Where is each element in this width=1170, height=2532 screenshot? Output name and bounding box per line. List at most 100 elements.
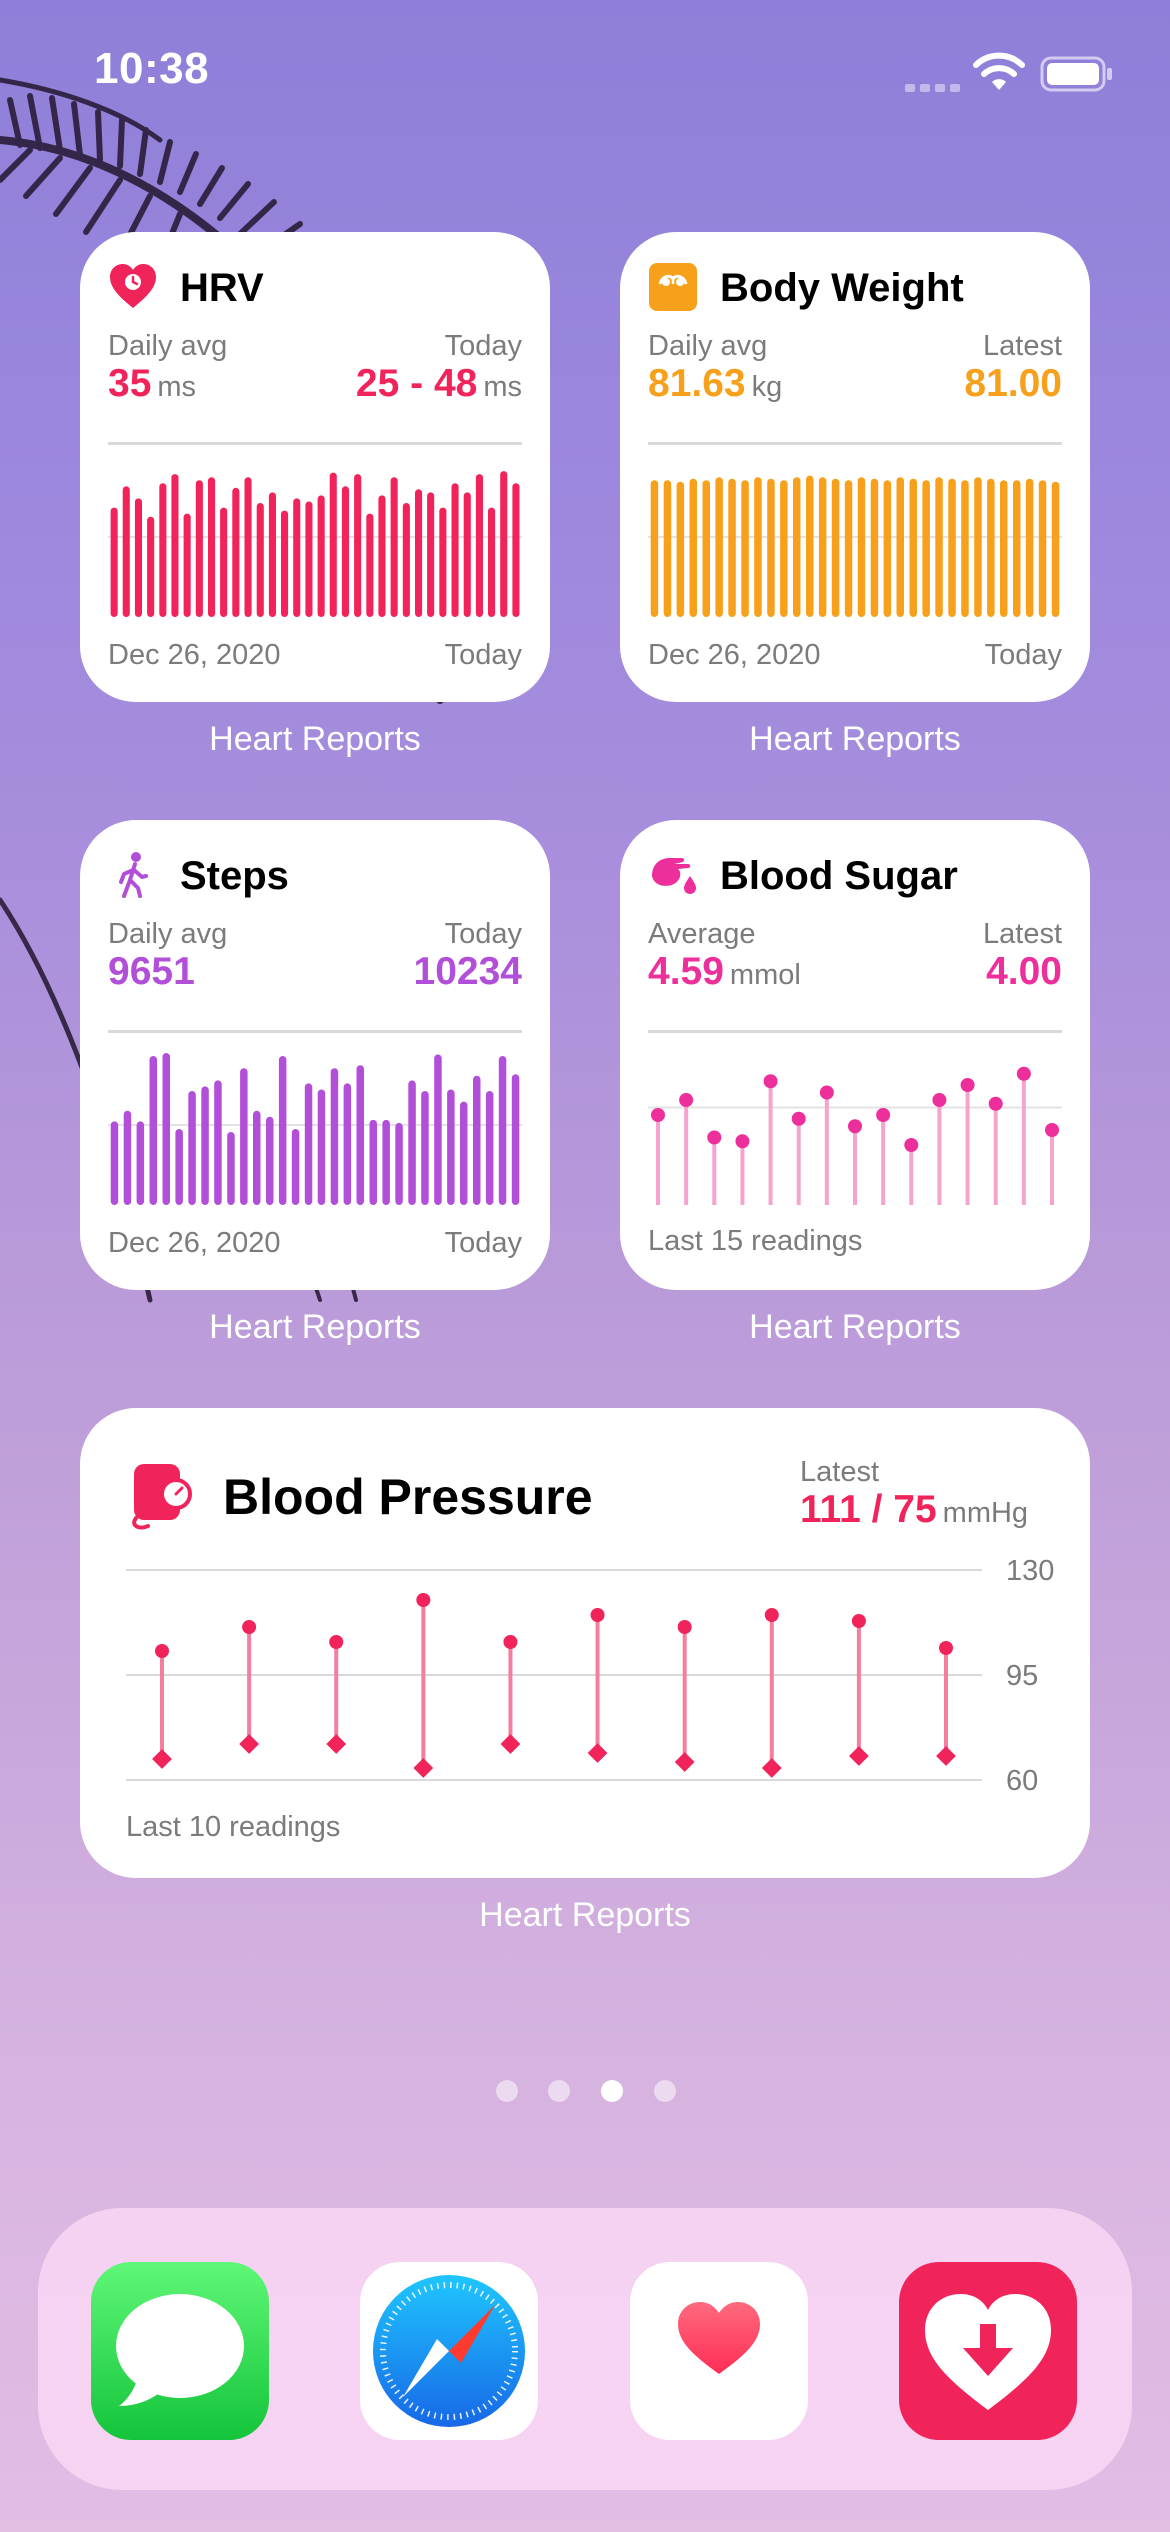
bar	[987, 478, 995, 617]
page-dot[interactable]	[496, 2080, 518, 2102]
diastolic-point	[326, 1734, 347, 1754]
diastolic-point	[761, 1758, 782, 1778]
page-dot-current[interactable]	[601, 2080, 623, 2102]
widget-title: HRV	[180, 266, 264, 310]
bar	[511, 1074, 520, 1205]
daily-avg-value: 81.63 kg	[648, 362, 783, 405]
bar	[427, 492, 435, 617]
status-bar: 10:38	[0, 0, 1170, 140]
bar	[485, 1091, 494, 1205]
bar	[227, 1132, 235, 1205]
average-value: 4.59 mmol	[648, 950, 801, 993]
latest-label: Latest	[983, 918, 1062, 950]
blood-sugar-widget[interactable]: Blood Sugar Average Latest 4.59 mmol 4.00…	[620, 820, 1090, 1290]
bar	[883, 480, 892, 617]
cellular-signal-icon	[905, 84, 960, 92]
reading-point	[1045, 1123, 1059, 1137]
widget-caption: Heart Reports	[479, 1896, 691, 1934]
start-date: Dec 26, 2020	[108, 1227, 281, 1259]
today-value: 25 - 48 ms	[355, 362, 522, 405]
page-dot[interactable]	[654, 2080, 676, 2102]
hrv-widget[interactable]: HRV Daily avg Today 35 ms 25 - 48 ms Dec 2…	[80, 232, 550, 702]
bar	[439, 507, 447, 617]
bar	[415, 489, 423, 617]
end-label: Today	[444, 1227, 522, 1259]
bar	[343, 1083, 352, 1205]
latest-value: 111 / 75 mmHg	[800, 1488, 1029, 1531]
status-time: 10:38	[94, 44, 210, 93]
bar	[475, 474, 483, 617]
bar	[162, 1053, 170, 1205]
bar	[1025, 478, 1034, 617]
diastolic-point	[239, 1734, 260, 1754]
systolic-point	[155, 1644, 169, 1658]
today-value: 10234	[413, 950, 522, 993]
reading-point	[819, 1085, 834, 1100]
page-dot[interactable]	[548, 2080, 570, 2102]
bar	[857, 477, 866, 617]
heart-clock-icon	[110, 264, 156, 308]
bar	[256, 503, 264, 617]
bar	[447, 1089, 455, 1205]
bar	[244, 477, 252, 617]
blood-pressure-widget[interactable]: Blood Pressure Latest 111 / 75 mmHg 130 95…	[80, 1408, 1090, 1878]
blood-pressure-cuff-icon	[132, 1464, 192, 1530]
readings-footer: Last 10 readings	[126, 1811, 341, 1843]
bar	[281, 510, 289, 617]
widget-caption: Heart Reports	[209, 1308, 421, 1346]
reading-point	[735, 1134, 750, 1149]
bar	[159, 483, 167, 617]
bar	[291, 1129, 300, 1205]
bar	[408, 1080, 416, 1205]
bar	[201, 1086, 209, 1205]
end-label: Today	[444, 639, 522, 671]
widget-caption: Heart Reports	[749, 1308, 961, 1346]
reading-point	[960, 1078, 975, 1092]
bar	[149, 1056, 157, 1205]
reading-point	[763, 1074, 778, 1089]
bar	[922, 480, 930, 617]
diastolic-point	[152, 1749, 172, 1769]
systolic-point	[329, 1635, 344, 1649]
steps-widget[interactable]: Steps Daily avg Today 9651 10234 Dec 26,…	[80, 820, 550, 1290]
bar	[806, 475, 814, 617]
systolic-point	[939, 1641, 953, 1655]
daily-avg-label: Daily avg	[648, 330, 768, 362]
y-tick-label: 130	[1006, 1558, 1054, 1587]
bar	[123, 1110, 132, 1205]
bar	[1051, 481, 1060, 617]
bar	[293, 498, 301, 617]
battery-icon	[1040, 56, 1112, 92]
heart-reports-app-icon[interactable]	[899, 2262, 1077, 2440]
wifi-icon	[973, 52, 1025, 90]
bar	[317, 495, 325, 617]
body-weight-widget[interactable]: Body Weight Daily avg Latest 81.63 kg 81.…	[620, 232, 1090, 702]
bar	[935, 477, 943, 617]
systolic-point	[416, 1593, 431, 1607]
page-indicator[interactable]	[0, 2080, 1170, 2104]
daily-avg-label: Daily avg	[108, 330, 228, 362]
bar	[512, 483, 520, 617]
health-app-icon[interactable]	[630, 2262, 808, 2440]
start-date: Dec 26, 2020	[648, 639, 821, 671]
diastolic-point	[674, 1752, 695, 1772]
messages-app-icon[interactable]	[91, 2262, 269, 2440]
bar	[663, 480, 672, 617]
reading-point	[932, 1093, 947, 1107]
bar	[378, 495, 386, 617]
bar	[741, 480, 749, 617]
bar	[421, 1091, 429, 1205]
bar	[460, 1101, 468, 1205]
bar	[1000, 480, 1008, 617]
bar	[473, 1075, 481, 1205]
safari-app-icon[interactable]	[360, 2262, 538, 2440]
bar	[818, 477, 827, 617]
latest-label: Latest	[800, 1456, 879, 1488]
systolic-point	[590, 1608, 605, 1622]
bar	[767, 478, 775, 617]
widget-caption: Heart Reports	[209, 720, 421, 758]
bar	[171, 474, 179, 617]
bar	[395, 1122, 403, 1205]
bar	[122, 486, 130, 617]
bar	[974, 477, 982, 617]
